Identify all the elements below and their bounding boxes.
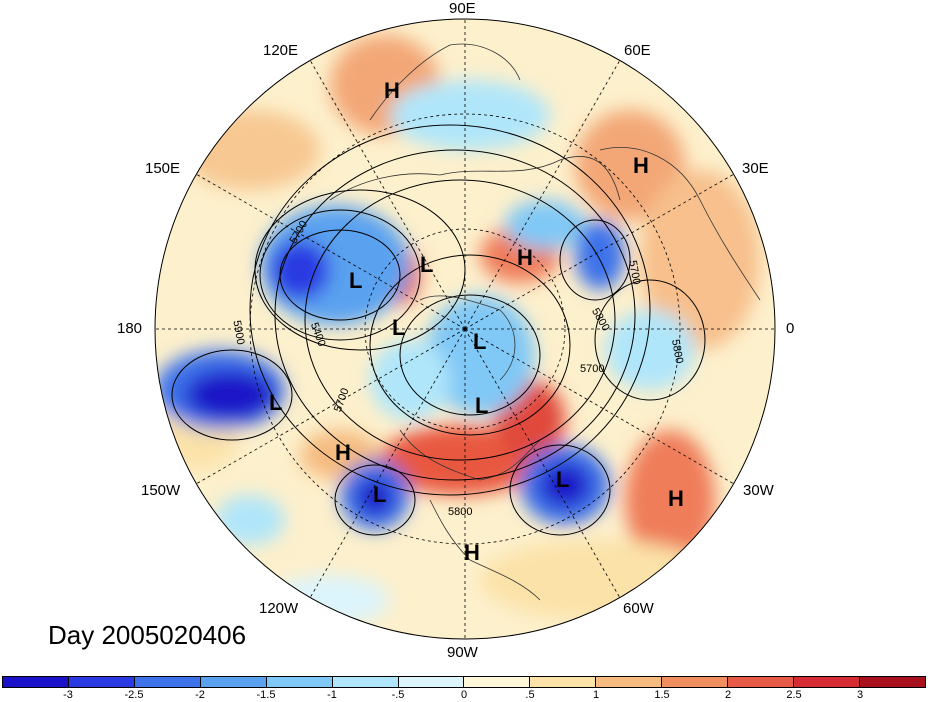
- colorbar-swatch: [858, 677, 925, 687]
- lon-label-60w: 60W: [623, 600, 654, 617]
- coastlines: [329, 43, 761, 601]
- colorbar-tick-label: -1.5: [256, 689, 276, 701]
- graticule: [155, 19, 775, 639]
- colorbar-tick-label: 1: [592, 689, 600, 701]
- colorbar-swatch: [661, 677, 728, 687]
- colorbar-swatch: [727, 677, 794, 687]
- lon-label-150e: 150E: [145, 160, 181, 177]
- colorbar-tick-label: -2.5: [124, 689, 144, 701]
- date-label: Day 2005020406: [48, 620, 247, 650]
- lon-label-120w: 120W: [259, 600, 299, 617]
- colorbar-swatch: [529, 677, 596, 687]
- colorbar-swatch: [133, 677, 200, 687]
- lon-label-120e: 120E: [263, 42, 299, 59]
- colorbar-tick-label: -1: [327, 689, 337, 701]
- height-contours: [171, 124, 706, 536]
- lon-label-90e: 90E: [449, 0, 476, 17]
- colorbar: [2, 676, 926, 688]
- lon-label-90w: 90W: [447, 644, 478, 661]
- lon-label-30e: 30E: [742, 160, 769, 177]
- colorbar-tick-label: 2: [724, 689, 732, 701]
- contour-label: 5800: [669, 338, 685, 364]
- lon-label-30w: 30W: [743, 482, 774, 499]
- colorbar-tick-label: 2.5: [786, 689, 802, 701]
- colorbar-tick-label: 1.5: [654, 689, 670, 701]
- colorbar-swatch: [67, 677, 134, 687]
- lon-label-180: 180: [117, 320, 143, 337]
- colorbar-tick-label: -2: [195, 689, 205, 701]
- colorbar-swatch: [3, 677, 68, 687]
- contour-label: 5800: [448, 506, 472, 518]
- colorbar-swatch: [397, 677, 464, 687]
- map-boundary: [154, 18, 776, 640]
- contour-label: 5700: [580, 363, 604, 375]
- lon-label-60e: 60E: [624, 42, 651, 59]
- colorbar-tick-label: 3: [856, 689, 864, 701]
- colorbar-swatch: [793, 677, 859, 687]
- contour-label: 5700: [626, 259, 642, 285]
- colorbar-swatch: [595, 677, 662, 687]
- contour-label: 5900: [230, 319, 246, 345]
- colorbar-swatch: [265, 677, 332, 687]
- colorbar-tick-label: -3: [63, 689, 73, 701]
- colorbar-tick-label: -.5: [391, 689, 405, 701]
- colorbar-swatch: [331, 677, 398, 687]
- colorbar-swatch: [463, 677, 530, 687]
- colorbar-tick-label: 0: [460, 689, 468, 701]
- lon-label-0: 0: [786, 320, 795, 337]
- anomaly-field: [155, 19, 775, 639]
- colorbar-swatch: [199, 677, 266, 687]
- colorbar-tick-label: .5: [525, 689, 535, 701]
- lon-label-150w: 150W: [141, 482, 181, 499]
